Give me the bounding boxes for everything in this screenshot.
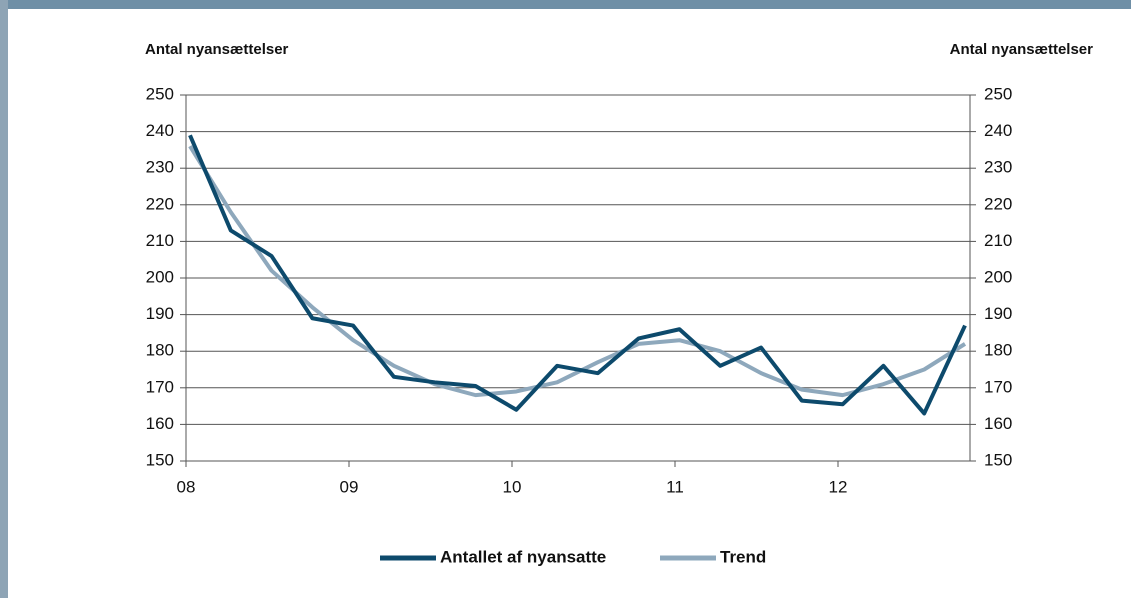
y-tick-label: 230 [146,158,174,177]
y2-tick-label: 230 [984,158,1012,177]
y-tick-label: 250 [146,84,174,103]
series-line [188,145,967,398]
legend-label: Trend [720,547,766,566]
y2-tick-label: 250 [984,84,1012,103]
y2-axis-label: Antal nyansættelser [950,41,1094,58]
x-tick-label: 10 [503,477,522,496]
header-bar [0,0,1131,9]
y2-tick-label: 160 [984,414,1012,433]
x-tick-label: 08 [177,477,196,496]
x-tick-label: 09 [340,477,359,496]
x-tick-label: 11 [666,477,684,496]
series-line [188,134,967,416]
y-tick-label: 160 [146,414,174,433]
y-axis-label: Antal nyansættelser [145,41,289,58]
y2-tick-label: 210 [984,231,1012,250]
y-tick-label: 200 [146,267,174,286]
y2-tick-label: 190 [984,304,1012,323]
y2-tick-label: 170 [984,377,1012,396]
y2-tick-label: 150 [984,450,1012,469]
y-tick-label: 240 [146,121,174,140]
y-tick-label: 170 [146,377,174,396]
y-tick-label: 220 [146,194,174,213]
y2-tick-label: 200 [984,267,1012,286]
y-tick-label: 180 [146,341,174,360]
y-tick-label: 150 [146,450,174,469]
x-tick-label: 12 [829,477,848,496]
y-tick-label: 190 [146,304,174,323]
y2-tick-label: 180 [984,341,1012,360]
legend-label: Antallet af nyansatte [440,547,606,566]
y-tick-label: 210 [146,231,174,250]
left-border [0,0,8,598]
y2-tick-label: 240 [984,121,1012,140]
y2-tick-label: 220 [984,194,1012,213]
